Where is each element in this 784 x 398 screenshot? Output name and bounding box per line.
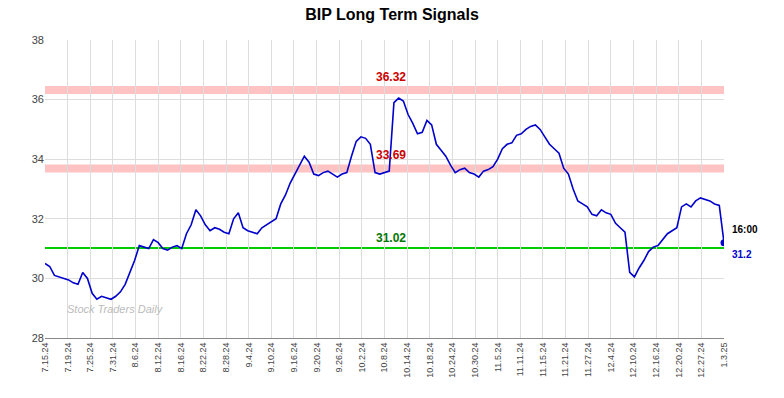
svg-text:9.26.24: 9.26.24 [334, 343, 344, 373]
svg-text:10.18.24: 10.18.24 [425, 343, 435, 378]
svg-text:8.16.24: 8.16.24 [176, 343, 186, 373]
svg-text:8.22.24: 8.22.24 [198, 343, 208, 373]
svg-text:9.20.24: 9.20.24 [312, 343, 322, 373]
svg-text:12.16.24: 12.16.24 [651, 343, 661, 378]
svg-text:31.2: 31.2 [732, 249, 752, 260]
svg-text:36.32: 36.32 [376, 70, 406, 84]
svg-text:1.3.25: 1.3.25 [719, 343, 729, 368]
svg-text:32: 32 [32, 213, 44, 225]
svg-text:8.12.24: 8.12.24 [153, 343, 163, 373]
svg-text:10.24.24: 10.24.24 [447, 343, 457, 378]
svg-text:10.8.24: 10.8.24 [379, 343, 389, 373]
svg-text:11.27.24: 11.27.24 [583, 343, 593, 377]
svg-text:7.19.24: 7.19.24 [63, 343, 73, 373]
svg-text:30: 30 [32, 272, 44, 284]
svg-text:11.21.24: 11.21.24 [560, 343, 570, 377]
svg-text:36: 36 [32, 93, 44, 105]
svg-text:10.30.24: 10.30.24 [470, 343, 480, 378]
svg-text:8.6.24: 8.6.24 [130, 343, 140, 368]
svg-text:7.15.24: 7.15.24 [40, 343, 50, 373]
svg-text:11.11.24: 11.11.24 [515, 343, 525, 377]
svg-text:Stock Traders Daily: Stock Traders Daily [67, 303, 164, 315]
svg-text:9.4.24: 9.4.24 [244, 343, 254, 368]
svg-text:8.28.24: 8.28.24 [221, 343, 231, 373]
svg-text:7.25.24: 7.25.24 [85, 343, 95, 373]
svg-text:12.20.24: 12.20.24 [674, 343, 684, 378]
svg-text:34: 34 [32, 153, 44, 165]
svg-text:9.16.24: 9.16.24 [289, 343, 299, 373]
svg-text:11.15.24: 11.15.24 [538, 343, 548, 377]
svg-text:31.02: 31.02 [376, 231, 406, 245]
svg-text:33.69: 33.69 [376, 148, 406, 162]
svg-text:9.10.24: 9.10.24 [266, 343, 276, 373]
svg-text:28: 28 [32, 332, 44, 344]
svg-text:10.14.24: 10.14.24 [402, 343, 412, 378]
svg-text:BIP Long Term Signals: BIP Long Term Signals [305, 6, 479, 23]
svg-text:12.27.24: 12.27.24 [696, 343, 706, 378]
svg-text:7.31.24: 7.31.24 [108, 343, 118, 373]
svg-text:10.2.24: 10.2.24 [357, 343, 367, 373]
svg-text:12.4.24: 12.4.24 [606, 343, 616, 373]
svg-text:12.10.24: 12.10.24 [628, 343, 638, 378]
svg-text:16:00: 16:00 [732, 224, 758, 235]
svg-text:38: 38 [32, 34, 44, 46]
svg-text:11.5.24: 11.5.24 [493, 343, 503, 372]
